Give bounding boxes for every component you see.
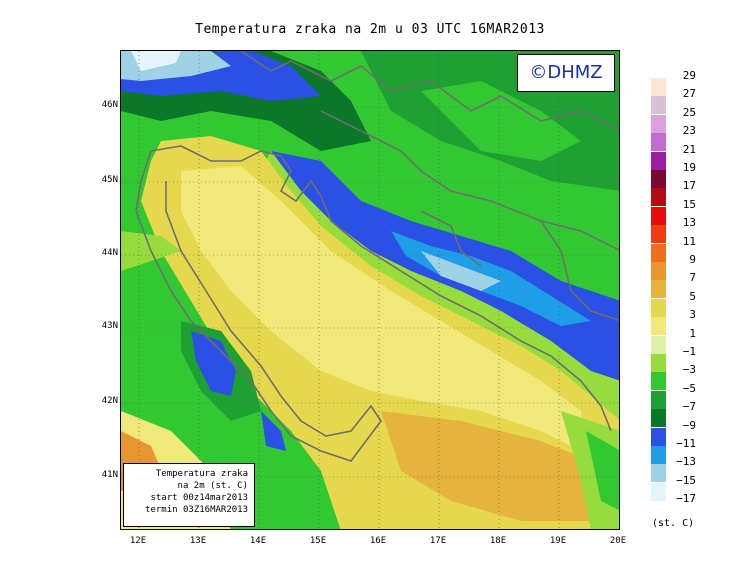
legend-label: 1 [689,326,696,340]
legend-swatch [651,114,666,133]
legend-swatch [651,188,666,207]
legend-label: −15 [676,473,696,487]
border-bosnia [540,220,619,322]
legend-label: 19 [682,161,696,174]
legend-swatch [651,317,666,336]
info-line-2: na 2m (st. C) [177,481,248,491]
legend-label: 25 [682,105,696,119]
legend-unit: (st. C) [652,518,695,529]
legend-label: −9 [682,418,696,432]
coast-east [150,145,612,432]
legend-label: 15 [682,197,696,211]
field-dinaric-light [421,251,501,291]
field-albania-dark [586,431,619,510]
lat-label-42n: 42N [101,396,118,406]
lon-label-17e: 17E [429,536,447,546]
lon-label-19e: 19E [549,536,567,546]
legend-label: 11 [682,234,696,248]
info-line-3: start 00z14mar2013 [150,493,248,503]
lon-label-13e: 13E [189,536,207,546]
field-sea-light [181,166,581,451]
legend-swatch [651,354,666,372]
legend-swatch [651,96,666,115]
legend-label: 5 [689,289,696,303]
legend-label: 3 [689,308,696,322]
field-apennine-blue [191,331,236,396]
lat-label-41n: 41N [101,470,118,480]
legend-label: −1 [682,345,696,358]
lon-label-16e: 16E [369,536,387,546]
lon-label-12e: 12E [129,536,147,546]
legend-swatch [651,298,666,317]
coast-italy [135,150,382,462]
legend-swatch [651,170,666,188]
graticule [121,51,619,529]
legend-swatch [651,390,666,409]
lat-label-45n: 45N [101,175,118,185]
legend-swatch [651,206,666,225]
legend-swatch [651,262,666,280]
legend-swatch [651,409,666,428]
legend-label: −3 [682,363,696,377]
legend-label: −7 [682,400,696,414]
legend-label: 13 [682,216,696,230]
border-croatia [320,110,619,251]
legend-swatch [651,280,666,299]
field-sea-warm [381,411,601,521]
dhmz-logo: ©DHMZ [517,54,615,92]
legend-swatch [651,427,666,446]
legend-label: −13 [676,455,696,469]
field-patch-ne2 [421,81,581,161]
legend-swatch [651,78,666,96]
legend-label: −11 [676,437,696,450]
field-apennine-blue2 [261,411,286,451]
legend-label: 21 [682,142,696,156]
temperature-field [121,51,619,529]
legend-swatch [651,225,666,244]
field-alps-white [131,51,181,71]
legend-label: 27 [682,87,696,101]
legend-label: 23 [682,124,696,138]
legend-label: −17 [676,492,696,506]
legend-swatch [651,482,666,501]
border-north [240,51,619,131]
lat-label-44n: 44N [101,248,118,258]
legend-swatch [651,446,666,464]
lon-label-15e: 15E [309,536,327,546]
lon-label-20e: 20E [609,536,627,546]
info-box: Temperatura zraka na 2m (st. C) start 00… [123,463,255,527]
legend-swatch [651,335,666,354]
legend-swatch [651,133,666,152]
legend-label: 7 [689,271,696,285]
legend-label: 9 [689,253,696,266]
legend-swatch [651,243,666,262]
border-inner [420,210,482,267]
info-line-1: Temperatura zraka [155,469,248,479]
lat-label-46n: 46N [101,100,118,110]
legend-swatch [651,372,666,391]
legend-label: 17 [682,179,696,193]
coastlines [135,51,619,462]
legend-swatch [651,464,666,483]
lat-label-43n: 43N [101,321,118,331]
legend-label: −5 [682,381,696,395]
lon-label-14e: 14E [249,536,267,546]
legend-label: 29 [682,69,696,82]
legend-swatch [651,151,666,170]
info-line-4: termin 03Z16MAR2013 [145,505,248,515]
map-title: Temperatura zraka na 2m u 03 UTC 16MAR20… [195,22,545,37]
lon-label-18e: 18E [489,536,507,546]
temperature-map: ©DHMZ Temperatura zraka na 2m (st. C) st… [120,50,620,530]
